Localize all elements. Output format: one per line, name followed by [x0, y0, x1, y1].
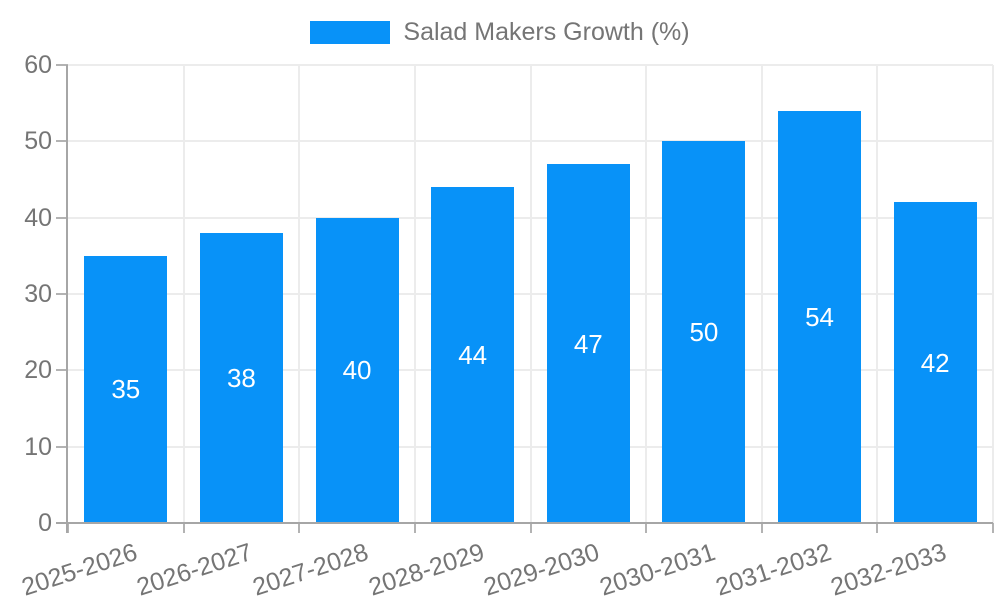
- y-axis-tick: [56, 445, 68, 448]
- x-tick-label: 2025-2026: [18, 538, 141, 600]
- y-axis-tick: [56, 64, 68, 66]
- x-axis-line: [56, 522, 993, 524]
- x-axis-tick: [992, 523, 994, 533]
- v-gridline: [182, 65, 185, 523]
- x-axis-tick: [645, 523, 648, 533]
- bar-value-label: 44: [458, 340, 488, 371]
- y-axis-tick: [56, 216, 68, 219]
- bar[interactable]: [546, 164, 630, 523]
- y-axis-tick: [56, 293, 68, 295]
- y-axis-line: [66, 65, 68, 533]
- y-tick-label: 40: [24, 203, 52, 232]
- legend-label: Salad Makers Growth (%): [403, 18, 690, 46]
- bar[interactable]: [893, 202, 977, 523]
- v-gridline: [298, 65, 301, 523]
- bar[interactable]: [431, 187, 515, 523]
- x-tick-label: 2026-2027: [133, 538, 257, 600]
- x-axis-tick: [876, 523, 879, 533]
- y-tick-label: 10: [24, 432, 52, 461]
- x-tick-label: 2028-2029: [364, 538, 488, 600]
- x-tick-label: 2031-2032: [711, 538, 835, 600]
- x-tick-label: 2029-2030: [480, 538, 603, 600]
- bar-value-label: 50: [689, 317, 719, 348]
- y-tick-label: 50: [24, 127, 52, 156]
- x-axis-tick: [413, 523, 416, 533]
- x-axis-tick: [298, 523, 301, 533]
- y-tick-label: 0: [38, 509, 52, 537]
- x-axis-tick: [182, 523, 185, 533]
- v-gridline: [645, 65, 648, 523]
- bar-value-label: 54: [805, 301, 835, 332]
- v-gridline: [413, 65, 416, 523]
- v-gridline: [760, 65, 763, 523]
- bar-value-label: 35: [111, 374, 141, 405]
- bar-value-label: 47: [573, 328, 603, 359]
- x-tick-label: 2032-2033: [827, 538, 950, 600]
- x-axis-tick: [529, 523, 532, 533]
- v-gridline: [529, 65, 532, 523]
- x-tick-label: 2027-2028: [249, 538, 372, 600]
- bar[interactable]: [778, 110, 862, 523]
- y-axis-tick: [56, 369, 68, 372]
- legend-item[interactable]: Salad Makers Growth (%): [0, 18, 1000, 46]
- v-gridline: [992, 65, 994, 523]
- bar-value-label: 42: [920, 347, 950, 378]
- x-axis-tick: [67, 523, 69, 533]
- y-tick-label: 20: [24, 356, 52, 385]
- bar-value-label: 38: [226, 362, 256, 393]
- bar[interactable]: [84, 255, 168, 523]
- x-tick-label: 2030-2031: [596, 538, 719, 600]
- x-axis-tick: [760, 523, 763, 533]
- y-tick-label: 60: [24, 51, 52, 79]
- y-tick-label: 30: [24, 280, 52, 308]
- v-gridline: [876, 65, 879, 523]
- bar[interactable]: [315, 217, 399, 523]
- bar[interactable]: [662, 141, 746, 523]
- bar[interactable]: [199, 232, 283, 523]
- y-axis-tick: [56, 140, 68, 143]
- bar-value-label: 40: [342, 355, 372, 386]
- legend-swatch: [310, 20, 391, 44]
